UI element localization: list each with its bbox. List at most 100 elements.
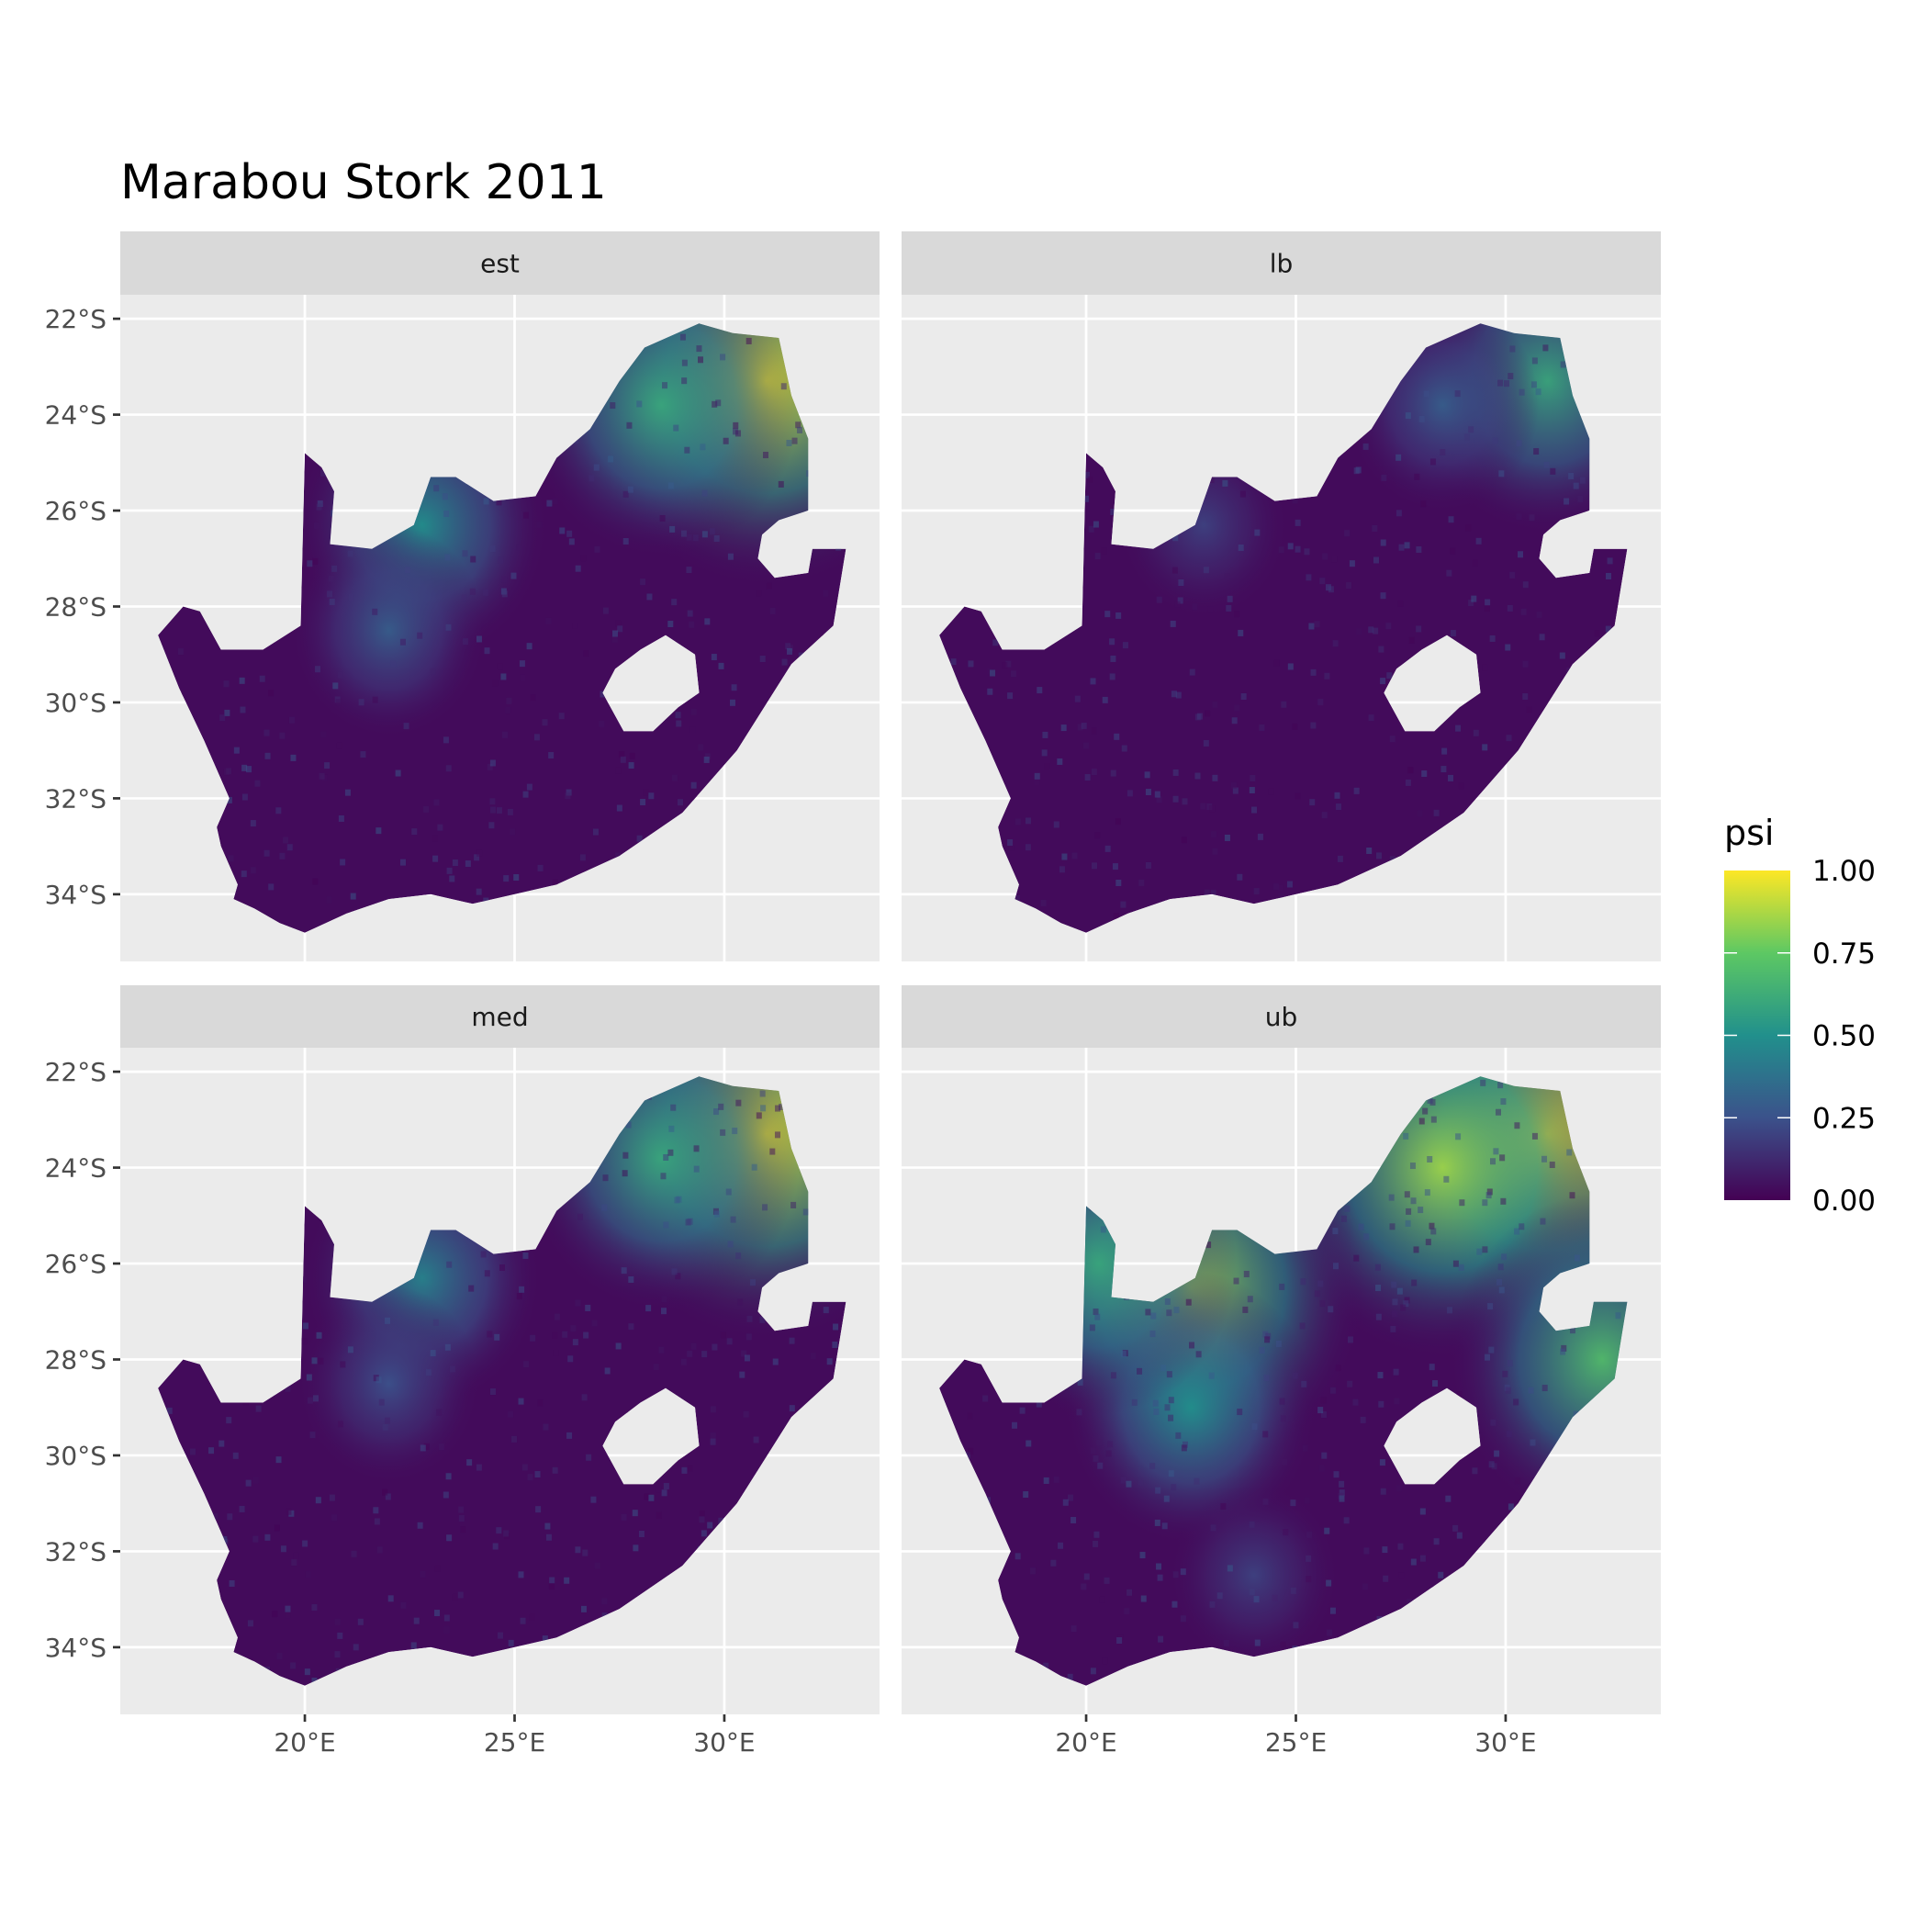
- raster-cell: [1209, 805, 1216, 813]
- raster-cell: [967, 1412, 973, 1420]
- raster-cell: [1368, 714, 1374, 722]
- raster-cell: [437, 824, 443, 831]
- raster-cell: [1283, 1529, 1289, 1536]
- raster-cell: [190, 1448, 196, 1455]
- raster-cell: [1438, 1571, 1444, 1578]
- raster-cell: [1329, 1387, 1336, 1394]
- raster-cell: [729, 699, 735, 706]
- raster-cell: [772, 1358, 779, 1365]
- raster-cell: [385, 1317, 391, 1324]
- raster-cell: [1034, 772, 1040, 780]
- raster-cell: [1353, 467, 1360, 475]
- raster-cell: [548, 1583, 555, 1590]
- raster-cell: [286, 1508, 292, 1515]
- raster-cell: [372, 696, 378, 703]
- raster-cell: [622, 538, 629, 545]
- raster-cell: [1093, 1531, 1100, 1538]
- raster-cell: [522, 1252, 529, 1259]
- raster-cell: [446, 867, 453, 874]
- raster-cell: [622, 1170, 628, 1177]
- raster-cell: [1543, 461, 1550, 468]
- raster-cell: [227, 1513, 233, 1521]
- raster-cell: [501, 576, 508, 583]
- raster-cell: [1388, 1194, 1395, 1201]
- raster-cell: [1339, 1495, 1345, 1502]
- raster-cell: [1495, 1108, 1501, 1116]
- raster-cell: [1204, 889, 1210, 896]
- raster-cell: [671, 1268, 678, 1275]
- raster-cell: [1391, 1281, 1397, 1288]
- raster-cell: [1094, 832, 1101, 839]
- raster-cell: [1249, 787, 1255, 794]
- raster-cell: [1272, 1594, 1278, 1601]
- raster-cell: [395, 769, 401, 777]
- raster-cell: [224, 709, 230, 716]
- raster-cell: [1594, 630, 1600, 637]
- raster-cell: [353, 1644, 359, 1651]
- raster-cell: [1476, 1248, 1483, 1255]
- raster-cell: [788, 645, 794, 652]
- raster-cell: [1008, 844, 1014, 851]
- raster-cell: [1185, 1298, 1192, 1306]
- raster-cell: [1531, 1132, 1538, 1140]
- raster-cell: [1113, 913, 1119, 920]
- raster-cell: [568, 538, 575, 545]
- raster-cell: [1171, 1484, 1177, 1491]
- raster-cell: [601, 1204, 608, 1211]
- raster-cell: [522, 791, 529, 798]
- raster-cell: [636, 400, 643, 408]
- raster-cell: [1407, 767, 1414, 774]
- raster-cell: [1300, 1278, 1306, 1286]
- raster-cell: [1404, 1297, 1410, 1304]
- raster-cell: [1465, 524, 1472, 532]
- raster-cell: [1182, 1441, 1188, 1448]
- raster-cell: [674, 1196, 680, 1204]
- raster-cell: [489, 759, 496, 767]
- psi-hotspot: [1451, 1192, 1628, 1526]
- raster-cell: [1166, 1371, 1172, 1378]
- raster-cell: [1513, 1398, 1519, 1406]
- raster-cell: [390, 660, 397, 668]
- raster-cell: [483, 498, 489, 505]
- raster-cell: [1232, 787, 1239, 794]
- raster-cell: [1152, 1399, 1159, 1407]
- raster-cell: [433, 485, 440, 492]
- raster-cell: [420, 1444, 426, 1452]
- raster-cell: [1424, 1189, 1430, 1196]
- raster-cell: [1170, 620, 1176, 627]
- raster-cell: [488, 822, 495, 829]
- raster-cell: [1175, 1432, 1182, 1439]
- raster-cell: [1574, 1254, 1580, 1262]
- raster-cell: [1172, 1571, 1179, 1578]
- raster-cell: [311, 1604, 318, 1612]
- raster-cell: [384, 1417, 390, 1424]
- raster-cell: [690, 781, 697, 789]
- raster-cell: [1535, 388, 1541, 396]
- raster-cell: [403, 723, 409, 730]
- raster-cell: [583, 1331, 589, 1339]
- raster-cell: [833, 1323, 839, 1331]
- raster-cell: [1362, 443, 1369, 450]
- raster-cell: [331, 1514, 338, 1522]
- raster-cell: [626, 421, 633, 429]
- raster-cell: [611, 630, 618, 637]
- raster-cell: [566, 789, 572, 796]
- raster-cell: [1115, 612, 1122, 619]
- raster-cell: [1373, 556, 1380, 564]
- raster-cell: [1014, 818, 1021, 826]
- raster-cell: [1471, 595, 1477, 602]
- raster-cell: [1522, 660, 1529, 668]
- raster-cell: [410, 1642, 417, 1649]
- raster-cell: [579, 854, 586, 861]
- raster-cell: [762, 1204, 768, 1211]
- raster-cell: [382, 1488, 388, 1496]
- raster-cell: [602, 1174, 609, 1182]
- raster-cell: [1607, 557, 1613, 565]
- raster-cell: [387, 1595, 394, 1602]
- raster-cell: [1494, 1450, 1500, 1457]
- raster-cell: [1287, 543, 1294, 550]
- raster-cell: [1117, 1634, 1124, 1641]
- raster-cell: [1405, 1219, 1411, 1227]
- raster-cell: [337, 671, 343, 679]
- raster-cell: [1447, 1307, 1453, 1314]
